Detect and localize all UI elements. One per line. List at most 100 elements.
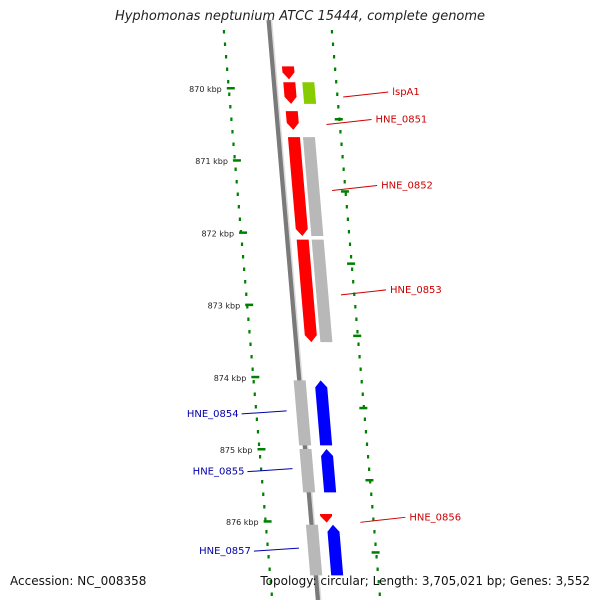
- forward-gene-arrow[interactable]: [283, 82, 297, 104]
- forward-gene-arrow[interactable]: [287, 137, 308, 237]
- ruler-tick-label: 875 kbp: [220, 446, 253, 455]
- ruler-tick-label: 876 kbp: [226, 518, 259, 527]
- genome-backbone: [266, 19, 322, 600]
- ruler-dot: [252, 380, 255, 384]
- ruler-dot: [254, 405, 257, 409]
- ruler-dot: [353, 292, 356, 296]
- label-leader-line: [326, 118, 372, 125]
- ruler-dot: [270, 592, 273, 596]
- gene-shadow: [302, 137, 324, 237]
- ruler-dot: [334, 67, 337, 71]
- gene-shadow: [311, 239, 333, 343]
- reverse-gene-arrow[interactable]: [315, 380, 333, 446]
- ruler-dot: [247, 317, 250, 321]
- ruler-major-tick: [334, 118, 343, 121]
- ruler-dot: [230, 117, 233, 121]
- backbone-highlight: [270, 19, 322, 600]
- gene-label[interactable]: lspA1: [392, 87, 420, 98]
- gene-label[interactable]: HNE_0854: [187, 409, 239, 420]
- ruler-dot: [266, 542, 269, 546]
- ruler-dot: [226, 67, 229, 71]
- ruler-dot: [240, 242, 244, 246]
- ruler-dot: [262, 492, 265, 496]
- ruler-dot: [268, 567, 271, 571]
- gene-label[interactable]: HNE_0857: [199, 546, 251, 557]
- ruler-major-tick: [340, 190, 349, 193]
- ruler-dot: [260, 467, 263, 471]
- gene-label[interactable]: HNE_0851: [376, 114, 428, 125]
- ruler-dot: [337, 105, 340, 109]
- ruler-dot: [374, 542, 377, 546]
- ruler-dot: [224, 55, 228, 59]
- ruler-dot: [344, 192, 347, 196]
- ruler-dot: [222, 30, 226, 34]
- ruler-dot: [228, 92, 231, 96]
- ruler-dot: [355, 317, 358, 321]
- ruler-major-tick: [353, 334, 362, 338]
- ruler-dot: [356, 330, 359, 334]
- ruler-major-tick: [232, 159, 241, 162]
- ruler-dot: [265, 530, 268, 534]
- ruler-dot: [358, 355, 361, 359]
- ruler-dot: [346, 217, 349, 221]
- ruler-dot: [256, 430, 260, 434]
- ruler-dot: [359, 367, 362, 371]
- ruler-dot: [331, 42, 335, 46]
- forward-gene-arrow[interactable]: [281, 66, 295, 80]
- ruler-dot: [227, 80, 230, 84]
- ruler-dot: [362, 405, 365, 409]
- ruler-dot: [376, 567, 379, 571]
- accession-label: Accession: NC_008358: [10, 574, 147, 588]
- ruler-dot: [229, 105, 232, 109]
- ruler-tick-label: 874 kbp: [214, 374, 247, 383]
- ruler-major-tick: [226, 87, 235, 90]
- ruler-dot: [241, 255, 245, 259]
- ruler-dot: [357, 342, 360, 346]
- gene-label[interactable]: HNE_0852: [381, 181, 433, 192]
- ruler-tick-label: 873 kbp: [208, 302, 241, 311]
- ruler-dot: [345, 205, 348, 209]
- ruler-dot: [269, 580, 272, 584]
- ruler-dot: [233, 155, 236, 159]
- ruler-major-tick: [359, 406, 368, 410]
- ruler-tick-label: 872 kbp: [201, 229, 234, 238]
- reverse-gene-arrow[interactable]: [321, 449, 337, 493]
- ruler-dot: [255, 417, 258, 421]
- gene-shadow: [299, 449, 316, 493]
- ruler-major-tick: [251, 375, 260, 379]
- reverse-gene-arrow[interactable]: [327, 524, 344, 576]
- gene-label[interactable]: HNE_0853: [390, 285, 442, 296]
- ruler-dot: [366, 455, 370, 459]
- gene-label[interactable]: HNE_0856: [409, 512, 461, 523]
- ruler-major-tick: [257, 448, 266, 451]
- ruler-dot: [263, 505, 266, 509]
- forward-gene-arrow[interactable]: [285, 111, 299, 130]
- ruler-dot: [336, 92, 339, 96]
- gene-label[interactable]: HNE_0855: [193, 467, 245, 478]
- ruler-dot: [258, 455, 262, 459]
- ruler-dot: [354, 305, 357, 309]
- ruler-dot: [378, 592, 381, 596]
- ruler-dot: [330, 30, 334, 34]
- ruler-dot: [361, 392, 364, 396]
- ruler-dot: [261, 480, 264, 484]
- ruler-dot: [235, 180, 238, 184]
- ruler-major-tick: [365, 479, 374, 482]
- ruler-dot: [267, 555, 270, 559]
- ruler-dot: [372, 517, 375, 521]
- forward-gene-arrow[interactable]: [296, 239, 317, 343]
- ruler-dot: [237, 205, 240, 209]
- forward-gene-arrow[interactable]: [319, 513, 333, 523]
- label-leader-line: [247, 468, 293, 473]
- ruler-major-tick: [371, 551, 380, 554]
- gene-shadows: [293, 137, 333, 576]
- genome-summary: Topology: circular; Length: 3,705,021 bp…: [260, 574, 590, 588]
- ruler-dot: [370, 492, 373, 496]
- label-leader-line: [332, 185, 378, 192]
- ruler-dot: [248, 330, 251, 334]
- label-leader-line: [343, 91, 389, 98]
- ruler-dot: [371, 505, 374, 509]
- ruler-dot: [238, 217, 241, 221]
- ruler-tick-label: 870 kbp: [189, 85, 222, 94]
